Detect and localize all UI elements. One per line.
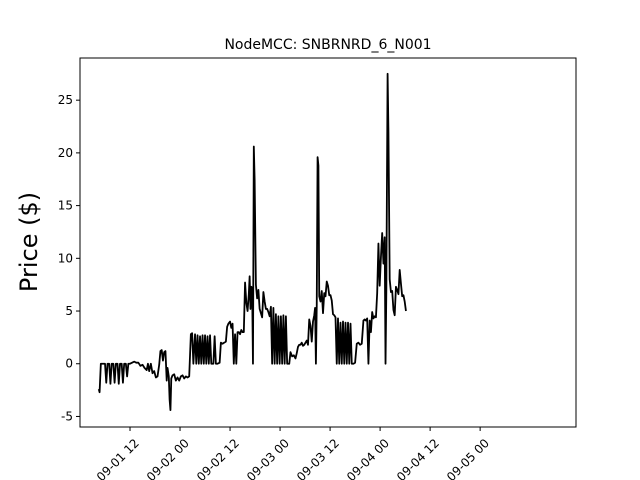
y-tick-label: 5 bbox=[65, 304, 73, 318]
chart-title: NodeMCC: SNBRNRD_6_N001 bbox=[224, 37, 431, 53]
y-tick-label: 10 bbox=[58, 251, 73, 265]
y-axis-label: Price ($) bbox=[15, 192, 43, 292]
y-tick-label: 25 bbox=[58, 93, 73, 107]
x-tick-label: 09-02 12 bbox=[194, 436, 242, 480]
x-tick-label: 09-03 00 bbox=[244, 436, 292, 480]
x-tick-label: 09-03 12 bbox=[294, 436, 342, 480]
y-tick-label: 20 bbox=[58, 146, 73, 160]
x-tick-label: 09-04 00 bbox=[344, 436, 392, 480]
x-tick-label: 09-05 00 bbox=[444, 436, 492, 480]
x-tick-label: 09-04 12 bbox=[394, 436, 442, 480]
y-tick-label: 0 bbox=[65, 357, 73, 371]
x-tick-label: 09-02 00 bbox=[144, 436, 192, 480]
x-tick-label: 09-01 12 bbox=[94, 436, 142, 480]
price-series-line bbox=[97, 72, 407, 412]
y-tick-label: 15 bbox=[58, 199, 73, 213]
y-tick-label: -5 bbox=[61, 409, 73, 423]
plot-frame bbox=[79, 57, 577, 428]
y-axis-ticks: -5 0 5 10 15 20 25 bbox=[58, 93, 80, 423]
plot-area bbox=[80, 58, 576, 427]
x-axis-ticks: 09-01 12 09-02 00 09-02 12 09-03 00 09-03 12… bbox=[94, 427, 492, 480]
